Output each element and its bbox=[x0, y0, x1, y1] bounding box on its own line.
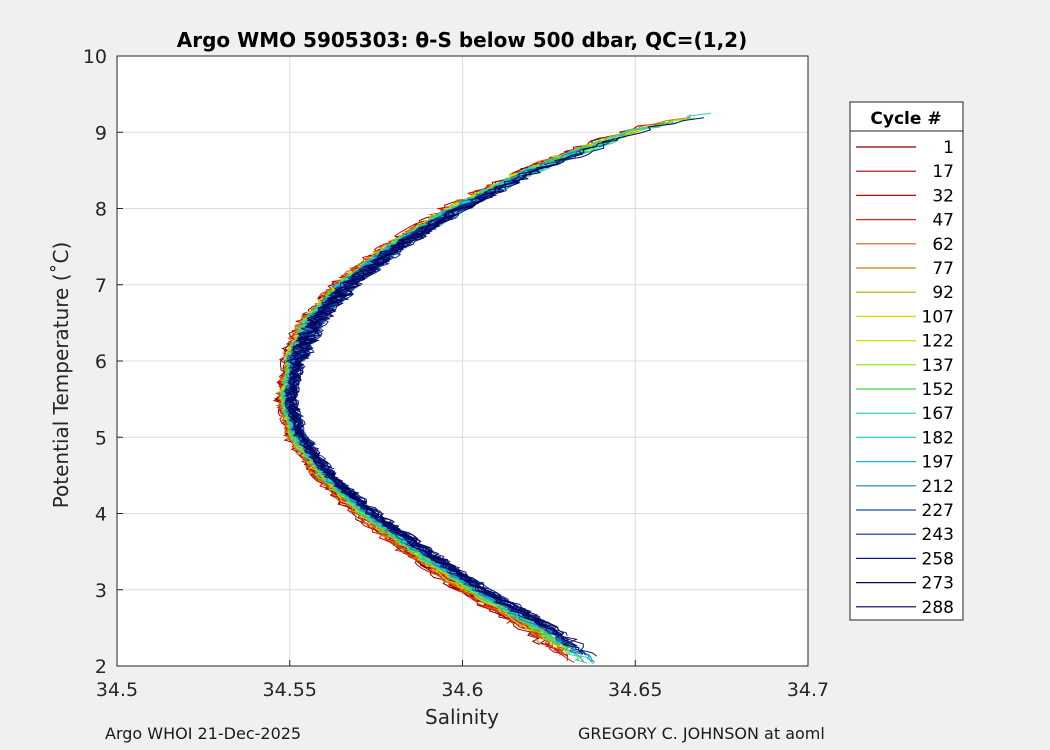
legend-label: 92 bbox=[932, 283, 954, 303]
y-tick-label: 7 bbox=[95, 275, 107, 297]
x-tick-label: 34.7 bbox=[787, 679, 829, 701]
legend-label: 227 bbox=[922, 501, 954, 521]
footer-left-text: Argo WHOI 21-Dec-2025 bbox=[105, 724, 302, 743]
profile-lines bbox=[272, 112, 712, 665]
legend-label: 77 bbox=[932, 259, 954, 279]
x-axis-ticks: 34.5 34.55 34.6 34.65 34.7 bbox=[96, 660, 829, 701]
legend-label: 107 bbox=[922, 307, 954, 327]
profile-line bbox=[284, 185, 586, 656]
y-tick-label: 6 bbox=[95, 351, 107, 373]
chart-title: Argo WMO 5905303: θ-S below 500 dbar, QC… bbox=[177, 28, 747, 52]
profile-line bbox=[285, 136, 621, 635]
legend-label: 17 bbox=[932, 162, 954, 182]
y-tick-label: 9 bbox=[95, 122, 107, 144]
legend-label: 288 bbox=[922, 598, 954, 618]
legend-label: 273 bbox=[922, 574, 954, 594]
legend-label: 62 bbox=[932, 235, 954, 255]
legend-label: 167 bbox=[922, 404, 954, 424]
legend-label: 32 bbox=[932, 186, 954, 206]
legend-title: Cycle # bbox=[870, 109, 941, 129]
y-tick-label: 5 bbox=[95, 427, 107, 449]
x-tick-label: 34.5 bbox=[96, 679, 138, 701]
legend-label: 197 bbox=[922, 453, 954, 473]
legend-items: 1 17 32 47 62 77 92 107 122 137 152 167 182 197 212 227… bbox=[856, 138, 954, 618]
legend-label: 137 bbox=[922, 356, 954, 376]
y-axis-label: Potential Temperature (˚C) bbox=[49, 242, 73, 509]
x-tick-label: 34.55 bbox=[263, 679, 317, 701]
y-axis-ticks: 2 3 4 5 6 7 8 9 10 bbox=[83, 46, 123, 678]
x-axis-label: Salinity bbox=[425, 705, 499, 729]
legend-label: 258 bbox=[922, 549, 954, 569]
y-tick-label: 4 bbox=[95, 504, 107, 526]
footer-right-text: GREGORY C. JOHNSON at aoml bbox=[578, 724, 825, 743]
legend-label: 182 bbox=[922, 428, 954, 448]
y-tick-label: 2 bbox=[95, 656, 107, 678]
legend-label: 122 bbox=[922, 332, 954, 352]
y-tick-label: 10 bbox=[83, 46, 107, 68]
y-tick-label: 3 bbox=[95, 580, 107, 602]
legend-label: 243 bbox=[922, 525, 954, 545]
legend-label: 47 bbox=[932, 211, 954, 231]
legend: Cycle # 11732476277921071221371521671821… bbox=[849, 101, 964, 621]
legend-label: 152 bbox=[922, 380, 954, 400]
legend-label: 1 bbox=[943, 138, 954, 158]
profile-line bbox=[288, 150, 584, 622]
x-tick-label: 34.6 bbox=[441, 679, 483, 701]
y-tick-label: 8 bbox=[95, 199, 107, 221]
legend-label: 212 bbox=[922, 477, 954, 497]
x-tick-label: 34.65 bbox=[608, 679, 662, 701]
